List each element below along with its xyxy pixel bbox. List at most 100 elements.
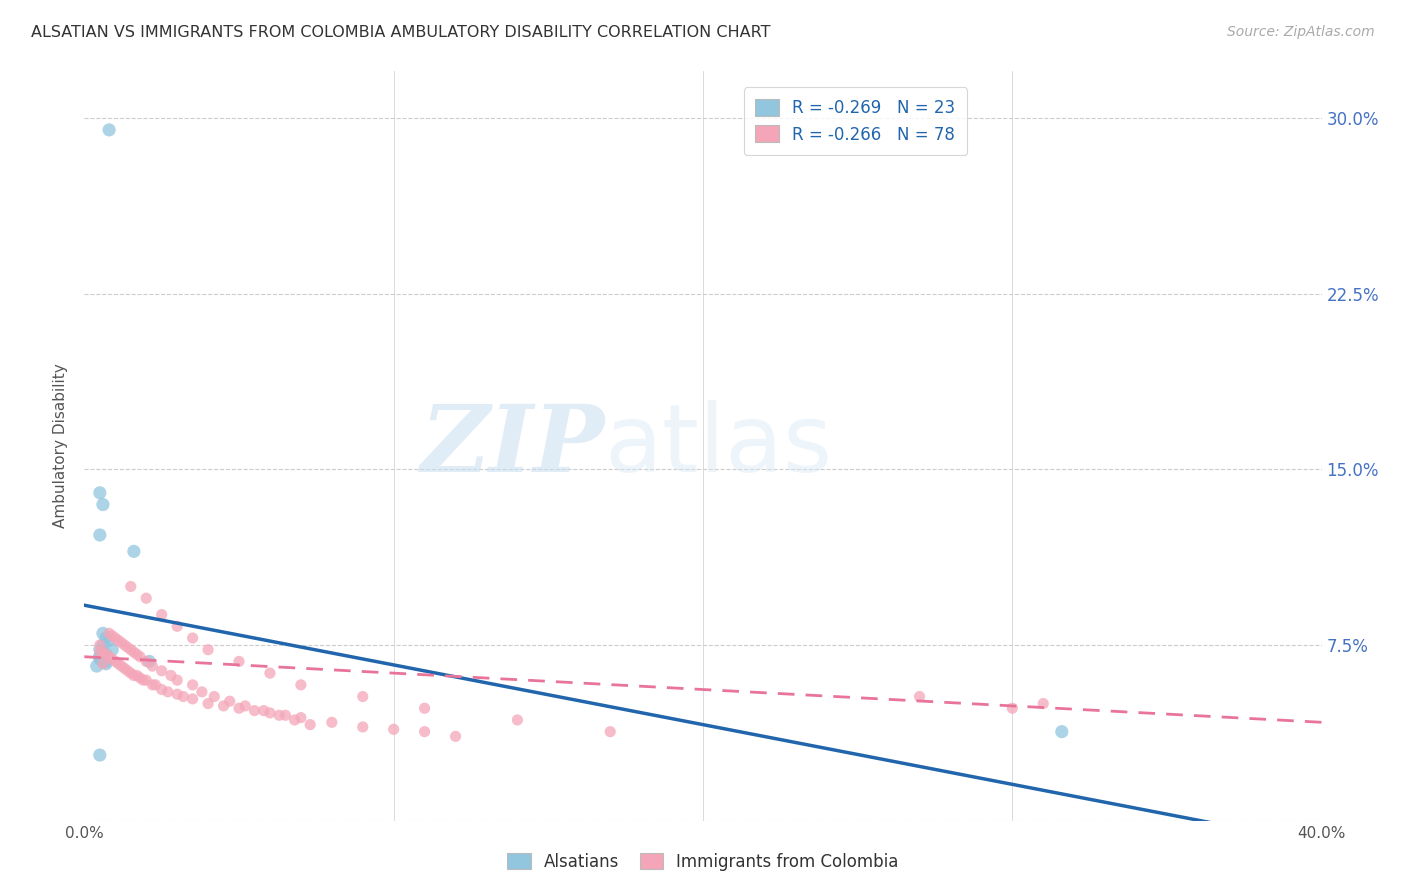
Point: [101, 642, 124, 657]
Point: [98, 633, 121, 648]
Point: [172, 690, 194, 704]
Text: Source: ZipAtlas.com: Source: ZipAtlas.com: [1227, 25, 1375, 39]
Point: [91, 657, 114, 671]
Text: ZIP: ZIP: [420, 401, 605, 491]
Point: [91, 645, 114, 659]
Point: [104, 631, 127, 645]
Point: [122, 645, 145, 659]
Point: [120, 666, 142, 681]
Point: [89, 652, 111, 666]
Point: [191, 685, 214, 699]
Point: [107, 657, 129, 671]
Point: [110, 659, 132, 673]
Point: [89, 528, 111, 542]
Point: [269, 708, 291, 723]
Point: [352, 690, 374, 704]
Point: [89, 649, 111, 664]
Y-axis label: Ambulatory Disability: Ambulatory Disability: [53, 364, 69, 528]
Point: [89, 747, 111, 762]
Point: [259, 666, 281, 681]
Point: [382, 723, 405, 737]
Point: [89, 642, 111, 657]
Point: [132, 673, 155, 688]
Point: [94, 655, 117, 669]
Point: [166, 687, 188, 701]
Point: [352, 720, 374, 734]
Point: [181, 631, 204, 645]
Point: [145, 678, 167, 692]
Point: [253, 704, 276, 718]
Point: [86, 659, 108, 673]
Point: [91, 655, 114, 669]
Point: [101, 629, 124, 643]
Point: [117, 640, 139, 655]
Point: [141, 678, 163, 692]
Point: [120, 642, 142, 657]
Point: [122, 668, 145, 682]
Point: [908, 690, 931, 704]
Point: [91, 638, 114, 652]
Point: [122, 544, 145, 558]
Point: [135, 673, 157, 688]
Point: [259, 706, 281, 720]
Legend: R = -0.269   N = 23, R = -0.266   N = 78: R = -0.269 N = 23, R = -0.266 N = 78: [744, 87, 967, 155]
Point: [150, 682, 173, 697]
Point: [233, 698, 256, 713]
Point: [89, 649, 111, 664]
Point: [89, 645, 111, 659]
Point: [98, 626, 121, 640]
Point: [150, 664, 173, 678]
Point: [110, 635, 132, 649]
Point: [94, 631, 117, 645]
Point: [135, 591, 157, 606]
Point: [104, 655, 127, 669]
Point: [290, 678, 312, 692]
Point: [120, 580, 142, 594]
Point: [135, 655, 157, 669]
Text: atlas: atlas: [605, 400, 832, 492]
Point: [444, 730, 467, 744]
Point: [91, 626, 114, 640]
Point: [166, 673, 188, 688]
Point: [274, 708, 297, 723]
Legend: Alsatians, Immigrants from Colombia: Alsatians, Immigrants from Colombia: [499, 845, 907, 880]
Point: [1050, 724, 1073, 739]
Point: [218, 694, 240, 708]
Point: [98, 649, 121, 664]
Point: [94, 648, 117, 662]
Text: ALSATIAN VS IMMIGRANTS FROM COLOMBIA AMBULATORY DISABILITY CORRELATION CHART: ALSATIAN VS IMMIGRANTS FROM COLOMBIA AMB…: [31, 25, 770, 40]
Point: [181, 678, 204, 692]
Point: [599, 724, 621, 739]
Point: [141, 659, 163, 673]
Point: [197, 697, 219, 711]
Point: [98, 123, 121, 137]
Point: [117, 664, 139, 678]
Point: [125, 668, 148, 682]
Point: [212, 698, 235, 713]
Point: [321, 715, 343, 730]
Point: [413, 701, 436, 715]
Point: [228, 701, 250, 715]
Point: [290, 710, 312, 724]
Point: [228, 655, 250, 669]
Point: [181, 692, 204, 706]
Point: [197, 642, 219, 657]
Point: [160, 668, 183, 682]
Point: [299, 717, 322, 731]
Point: [138, 655, 160, 669]
Point: [202, 690, 225, 704]
Point: [89, 485, 111, 500]
Point: [94, 648, 117, 662]
Point: [125, 648, 148, 662]
Point: [1001, 701, 1024, 715]
Point: [506, 713, 529, 727]
Point: [107, 633, 129, 648]
Point: [89, 638, 111, 652]
Point: [129, 649, 152, 664]
Point: [94, 657, 117, 671]
Point: [156, 685, 179, 699]
Point: [91, 645, 114, 659]
Point: [101, 652, 124, 666]
Point: [114, 638, 136, 652]
Point: [1032, 697, 1054, 711]
